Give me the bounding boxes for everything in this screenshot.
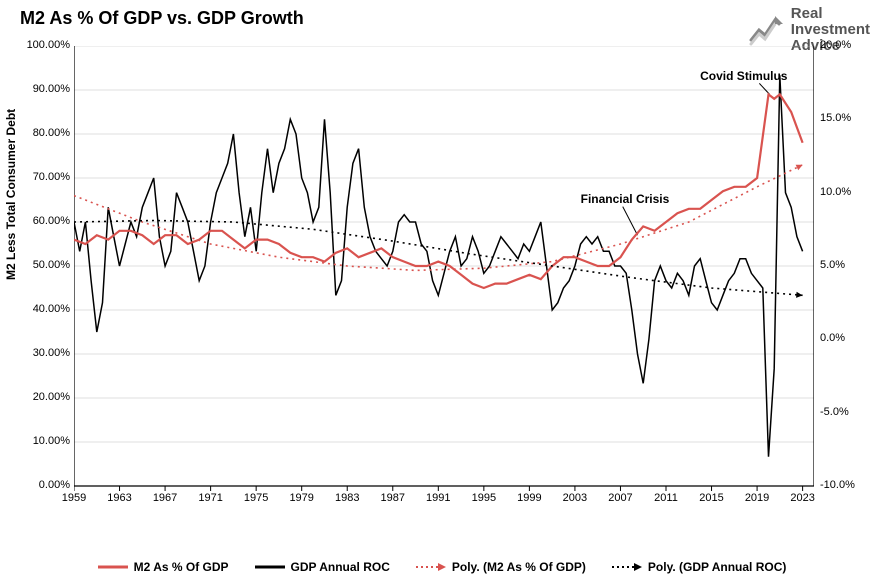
legend-item-gdp: GDP Annual ROC — [255, 560, 390, 574]
legend-label: M2 As % Of GDP — [134, 560, 229, 574]
chart-container: M2 As % Of GDP vs. GDP Growth Real Inves… — [0, 0, 884, 580]
y-right-tick: 5.0% — [820, 259, 870, 271]
y-left-tick: 80.00% — [20, 127, 70, 139]
y-right-tick: -10.0% — [820, 479, 870, 491]
y-left-tick: 100.00% — [20, 39, 70, 51]
y-left-tick: 50.00% — [20, 259, 70, 271]
logo-icon — [745, 10, 785, 50]
y-left-tick: 20.00% — [20, 391, 70, 403]
y-left-tick: 90.00% — [20, 83, 70, 95]
legend-item-poly_gdp: Poly. (GDP Annual ROC) — [612, 560, 786, 574]
y-left-tick: 30.00% — [20, 347, 70, 359]
y-right-tick: 15.0% — [820, 112, 870, 124]
y-right-tick: -5.0% — [820, 406, 870, 418]
legend-item-poly_m2: Poly. (M2 As % Of GDP) — [416, 560, 586, 574]
y-left-tick: 0.00% — [20, 479, 70, 491]
y-right-tick: 20.0% — [820, 39, 870, 51]
y-left-tick: 70.00% — [20, 171, 70, 183]
chart-title: M2 As % Of GDP vs. GDP Growth — [20, 8, 304, 29]
y-left-tick: 40.00% — [20, 303, 70, 315]
plot-area — [74, 46, 814, 506]
y-right-tick: 10.0% — [820, 186, 870, 198]
legend-label: Poly. (M2 As % Of GDP) — [452, 560, 586, 574]
y-left-tick: 10.00% — [20, 435, 70, 447]
legend: M2 As % Of GDP GDP Annual ROC Poly. (M2 As… — [0, 560, 884, 574]
legend-label: Poly. (GDP Annual ROC) — [648, 560, 786, 574]
annotation-label: Covid Stimulus — [700, 69, 787, 83]
legend-item-m2: M2 As % Of GDP — [98, 560, 229, 574]
annotation-label: Financial Crisis — [581, 192, 670, 206]
y-right-tick: 0.0% — [820, 332, 870, 344]
legend-label: GDP Annual ROC — [291, 560, 390, 574]
y-left-axis-label: M2 Less Total Consumer Debt — [4, 109, 18, 280]
y-left-tick: 60.00% — [20, 215, 70, 227]
